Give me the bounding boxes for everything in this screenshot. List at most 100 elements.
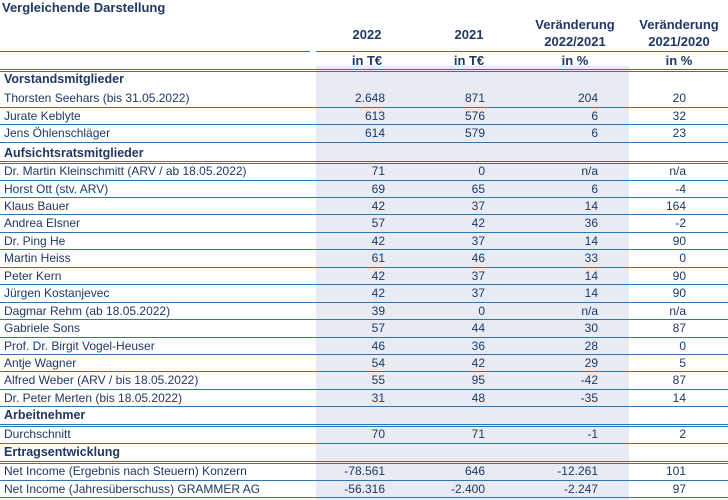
- cell-2022: 42: [371, 286, 385, 300]
- table-rule: [0, 267, 728, 268]
- cell-2022: 55: [371, 373, 385, 387]
- cell-2022: 61: [371, 251, 385, 265]
- table-row: Dr. Ping He 42 37 14 90: [0, 233, 728, 251]
- cell-change-2021-2020: 32: [672, 109, 686, 123]
- cell-2022: 70: [371, 427, 385, 441]
- row-label: Prof. Dr. Birgit Vogel-Heuser: [4, 339, 155, 353]
- cell-2021: 646: [464, 464, 485, 478]
- row-label: Horst Ott (stv. ARV): [4, 182, 109, 196]
- cell-2021: 576: [464, 109, 485, 123]
- cell-change-2021-2020: 14: [672, 391, 686, 405]
- cell-change-2021-2020: 2: [679, 427, 686, 441]
- unit-change-2021-2020: in %: [665, 53, 693, 68]
- cell-change-2022-2021: 14: [584, 199, 598, 213]
- cell-2022: 46: [371, 339, 385, 353]
- cell-2021: -2.400: [450, 482, 485, 496]
- row-label: Net Income (Ergebnis nach Steuern) Konze…: [4, 464, 247, 478]
- cell-2021: 0: [478, 164, 485, 178]
- cell-change-2021-2020: 5: [679, 356, 686, 370]
- table-rule: [0, 232, 728, 233]
- table-row: Durchschnitt 70 71 -1 2: [0, 426, 728, 444]
- section-aufsichtsrat: Aufsichtsratsmitglieder: [4, 146, 144, 160]
- row-label: Thorsten Seehars (bis 31.05.2022): [4, 91, 190, 105]
- cell-change-2022-2021: -35: [580, 391, 598, 405]
- cell-2021: 871: [464, 91, 485, 105]
- cell-2022: 54: [371, 356, 385, 370]
- cell-change-2021-2020: 87: [672, 321, 686, 335]
- cell-change-2022-2021: n/a: [581, 304, 598, 318]
- cell-change-2022-2021: 33: [584, 251, 598, 265]
- table-rule: [316, 51, 418, 52]
- table-rule: [0, 124, 728, 125]
- table-rule: [0, 371, 728, 372]
- table-row: Net Income (Jahresüberschuss) GRAMMER AG…: [0, 481, 728, 499]
- table-rule: [0, 461, 728, 464]
- section-vorstand: Vorstandsmitglieder: [4, 72, 124, 86]
- cell-change-2022-2021: -2.247: [563, 482, 598, 496]
- cell-2022: 614: [364, 126, 385, 140]
- row-label: Net Income (Jahresüberschuss) GRAMMER AG: [4, 482, 261, 496]
- cell-change-2022-2021: -12.261: [557, 464, 598, 478]
- table-row: Horst Ott (stv. ARV) 69 65 6 -4: [0, 181, 728, 199]
- table-row: Antje Wagner 54 42 29 5: [0, 355, 728, 373]
- table-rule: [630, 51, 728, 52]
- table-rule: [418, 51, 520, 52]
- cell-2022: -56.316: [344, 482, 385, 496]
- row-label: Alfred Weber (ARV / bis 18.05.2022): [4, 373, 199, 387]
- unit-2022: in T€: [351, 53, 383, 68]
- section-ertrag: Ertragsentwicklung: [4, 445, 120, 459]
- table-rule: [0, 107, 728, 108]
- cell-change-2022-2021: 30: [584, 321, 598, 335]
- cell-change-2022-2021: 14: [584, 234, 598, 248]
- header-change-2021-2020-b: 2021/2020: [648, 34, 710, 49]
- cell-change-2021-2020: 20: [672, 91, 686, 105]
- cell-2021: 71: [471, 427, 485, 441]
- cell-change-2021-2020: -4: [675, 182, 686, 196]
- table-row: Jens Öhlenschläger 614 579 6 23: [0, 125, 728, 143]
- table-rule: [520, 51, 630, 52]
- cell-change-2021-2020: 97: [672, 482, 686, 496]
- table-rule: [0, 406, 728, 407]
- cell-2021: 37: [471, 234, 485, 248]
- cell-2022: 2.648: [354, 91, 385, 105]
- cell-change-2022-2021: 14: [584, 286, 598, 300]
- cell-2022: 39: [371, 304, 385, 318]
- cell-2022: 31: [371, 391, 385, 405]
- row-label: Dr. Martin Kleinschmitt (ARV / ab 18.05.…: [4, 164, 247, 178]
- cell-2021: 65: [471, 182, 485, 196]
- cell-2022: 613: [364, 109, 385, 123]
- table-rule: [0, 302, 728, 303]
- cell-change-2021-2020: 101: [665, 464, 686, 478]
- row-label: Martin Heiss: [4, 251, 71, 265]
- table-row: Alfred Weber (ARV / bis 18.05.2022) 55 95 -…: [0, 372, 728, 390]
- header-change-2022-2021-b: 2022/2021: [544, 34, 606, 49]
- cell-2021: 48: [471, 391, 485, 405]
- table-rule: [0, 480, 728, 481]
- table-rule: [0, 142, 728, 143]
- cell-2021: 37: [471, 286, 485, 300]
- table-row: Jürgen Kostanjevec 42 37 14 90: [0, 285, 728, 303]
- cell-change-2022-2021: 29: [584, 356, 598, 370]
- cell-2021: 0: [478, 304, 485, 318]
- unit-change-2022-2021: in %: [561, 53, 589, 68]
- header-2022: 2022: [352, 27, 382, 42]
- cell-2022: 71: [371, 164, 385, 178]
- cell-2021: 46: [471, 251, 485, 265]
- cell-change-2021-2020: 164: [665, 199, 686, 213]
- cell-change-2021-2020: 0: [679, 251, 686, 265]
- row-label: Andrea Elsner: [4, 216, 81, 230]
- table-row: Dr. Peter Merten (bis 18.05.2022) 31 48 -35…: [0, 390, 728, 408]
- table-rule: [0, 69, 728, 72]
- cell-2021: 44: [471, 321, 485, 335]
- table-rule: [0, 443, 728, 444]
- cell-2021: 579: [464, 126, 485, 140]
- header-change-2021-2020-a: Veränderung: [639, 17, 719, 32]
- header-change-2022-2021-a: Veränderung: [535, 17, 615, 32]
- header-2021: 2021: [454, 27, 484, 42]
- cell-2022: 57: [371, 321, 385, 335]
- row-label: Klaus Bauer: [4, 199, 70, 213]
- cell-2021: 37: [471, 269, 485, 283]
- cell-2021: 37: [471, 199, 485, 213]
- table-rule: [0, 180, 728, 181]
- table-row: Peter Kern 42 37 14 90: [0, 268, 728, 286]
